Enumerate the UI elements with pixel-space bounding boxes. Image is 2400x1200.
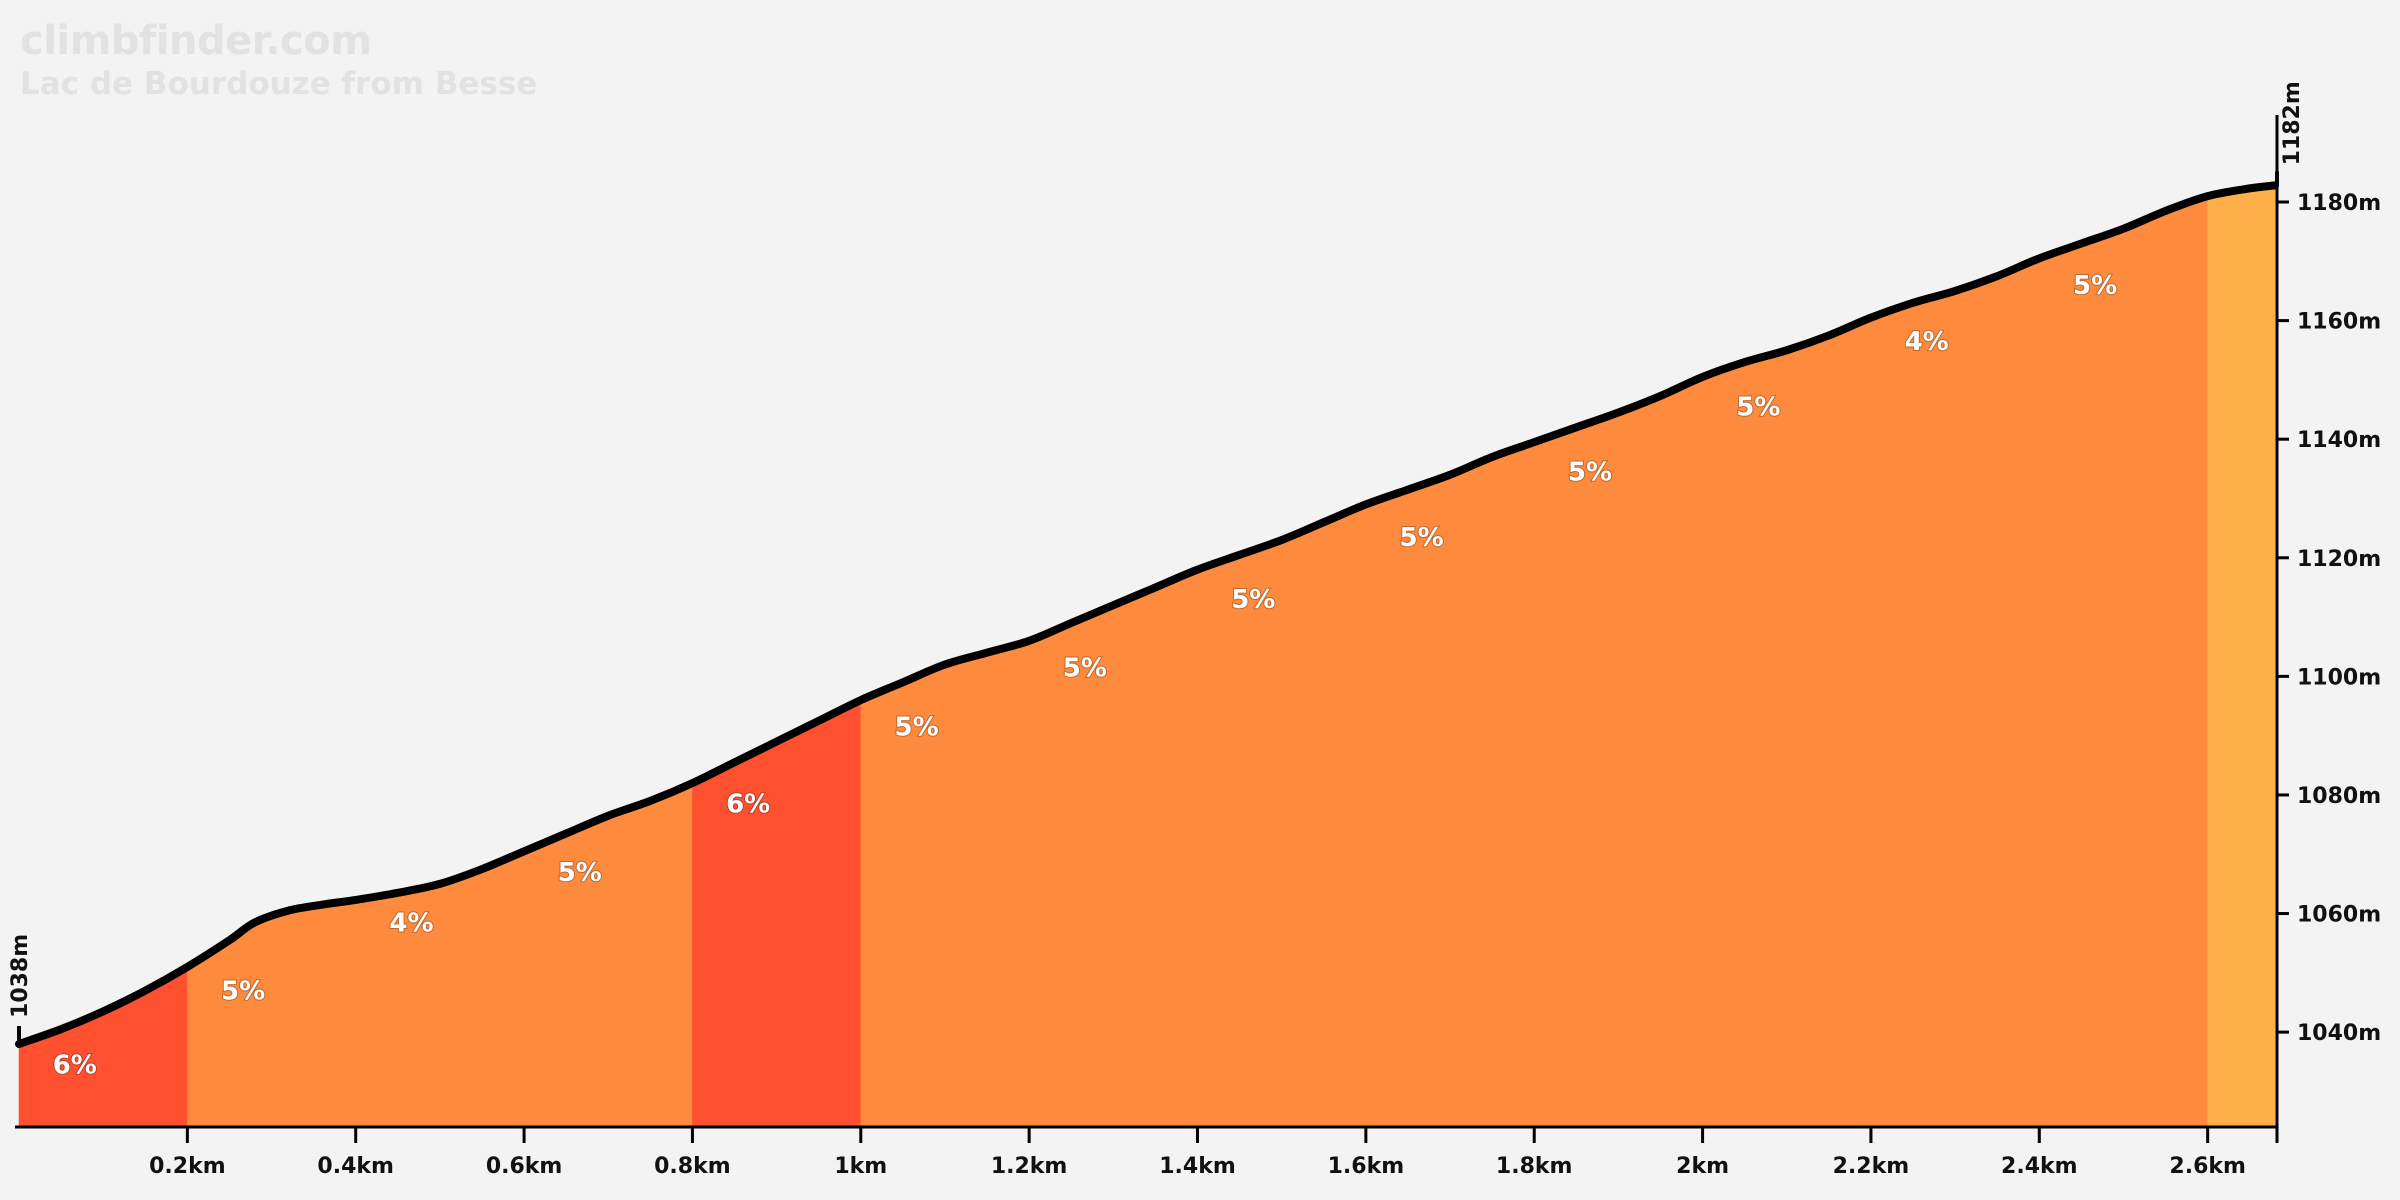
y-tick-label: 1180m [2297,191,2381,216]
x-tick-label: 2.6km [2169,1154,2246,1179]
gradient-label-9: 5% [1568,458,1612,488]
gradient-labels: 6% 5% 4% 5% 6% 5% 5% 5% 5% 5% 5% 4% 5% [52,270,2118,1082]
gradient-label-1: 5% [221,977,265,1007]
segment-fill-13 [2207,185,2276,1128]
segment-fill-1 [187,899,356,1128]
gradient-label-0: 6% [53,1051,97,1081]
y-tick-label: 1160m [2297,310,2381,335]
x-tick-label: 0.6km [486,1154,563,1179]
segment-fill-11 [1870,257,2040,1128]
x-tick-label: 2km [1676,1154,1729,1179]
x-tick-label: 1km [834,1154,887,1179]
gradient-label-6: 5% [1063,653,1107,683]
x-tick-label: 0.4km [317,1154,394,1179]
x-tick-label: 2.2km [1833,1154,1910,1179]
x-tick-label: 1.2km [991,1154,1068,1179]
y-tick-label: 1100m [2297,665,2381,690]
x-tick-label: 1.6km [1328,1154,1405,1179]
x-tick-label: 1.4km [1159,1154,1236,1179]
profile-line-group [15,181,2279,1048]
x-tick-label: 0.8km [654,1154,731,1179]
end-elevation-label: 1182m [2280,81,2305,165]
segment-fill-8 [1365,441,1535,1128]
gradient-label-4: 6% [726,790,770,820]
segment-fill-3 [523,782,693,1128]
elevation-line [15,181,2279,1048]
segment-fill-4 [692,699,862,1128]
segment-fill-6 [1028,569,1198,1128]
gradient-label-3: 5% [558,858,602,888]
gradient-label-12: 5% [2073,271,2117,301]
x-tick-label: 1.8km [1496,1154,1573,1179]
gradient-label-10: 5% [1736,393,1780,423]
gradient-label-7: 5% [1231,585,1275,615]
site-logo-text: climbfinder.com [20,18,372,64]
start-elevation-label: 1038m [8,934,33,1018]
segment-fill-10 [1702,317,1872,1128]
segment-fill-9 [1533,376,1703,1128]
gradient-label-2: 4% [389,908,433,938]
y-tick-label: 1040m [2297,1021,2381,1046]
segment-fill-12 [2039,195,2208,1128]
y-tick-label: 1120m [2297,547,2381,572]
gradient-label-8: 5% [1400,523,1444,553]
y-tick-label: 1080m [2297,784,2381,809]
segment-fills [18,185,2276,1128]
segment-fill-0 [18,966,188,1128]
climb-title: Lac de Bourdouze from Besse [20,66,538,102]
gradient-label-5: 5% [895,713,939,743]
y-tick-label: 1140m [2297,428,2381,453]
segment-fill-5 [860,640,1030,1128]
gradient-label-11: 4% [1905,327,1949,357]
y-tick-label: 1060m [2297,903,2381,928]
segment-fill-7 [1197,504,1367,1128]
x-tick-label: 2.4km [2001,1154,2078,1179]
axes-group: 0.2km 0.4km 0.6km 0.8km 1km 1.2km 1.4km 1.6km 1.… [8,81,2381,1179]
x-tick-label: 0.2km [149,1154,226,1179]
